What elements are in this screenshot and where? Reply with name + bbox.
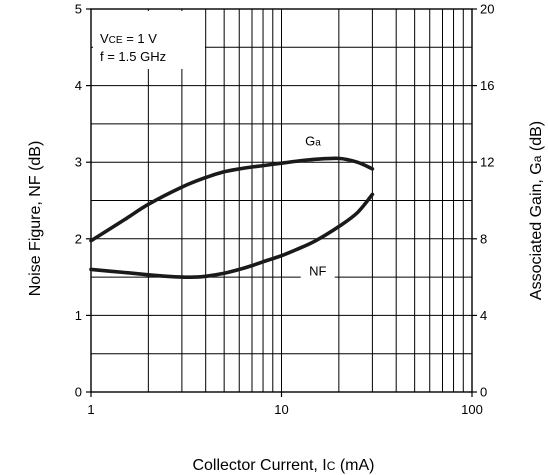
y-left-tick-label: 2 — [75, 231, 82, 246]
y-left-tick-label: 0 — [75, 385, 82, 400]
series-ga-line — [89, 156, 375, 243]
y-left-tick-label: 3 — [75, 155, 82, 170]
nf-curve-label: NF — [309, 263, 326, 278]
x-tick-label: 1 — [87, 402, 94, 417]
ga-curve-label: Ga — [305, 133, 321, 148]
grid — [91, 9, 472, 392]
y-right-tick-label: 0 — [480, 385, 487, 400]
y-left-tick-label: 4 — [75, 78, 82, 93]
y-right-tick-label: 20 — [480, 2, 494, 17]
x-tick-label: 100 — [461, 402, 483, 417]
x-tick-label: 10 — [274, 402, 288, 417]
condition-vce: VCE = 1 V — [100, 31, 157, 46]
y-right-tick-label: 4 — [480, 308, 487, 323]
condition-frequency: f = 1.5 GHz — [100, 49, 166, 64]
y-axis-right-title: Associated Gain, Ga (dB) — [528, 121, 545, 300]
series-nf-line — [89, 192, 375, 279]
conditions-box: VCE = 1 V f = 1.5 GHz — [93, 11, 205, 69]
y-left-tick-label: 1 — [75, 308, 82, 323]
y-left-tick-label: 5 — [75, 2, 82, 17]
ticks — [86, 8, 477, 397]
y-right-tick-label: 8 — [480, 231, 487, 246]
curves — [89, 156, 375, 279]
nf-label-background — [300, 262, 335, 280]
x-axis-title: Collector Current, IC (mA) — [192, 457, 374, 474]
conditions-background — [93, 11, 205, 69]
y-axis-left-title: Noise Figure, NF (dB) — [27, 141, 44, 297]
y-right-tick-label: 16 — [480, 78, 494, 93]
y-right-tick-label: 12 — [480, 155, 494, 170]
